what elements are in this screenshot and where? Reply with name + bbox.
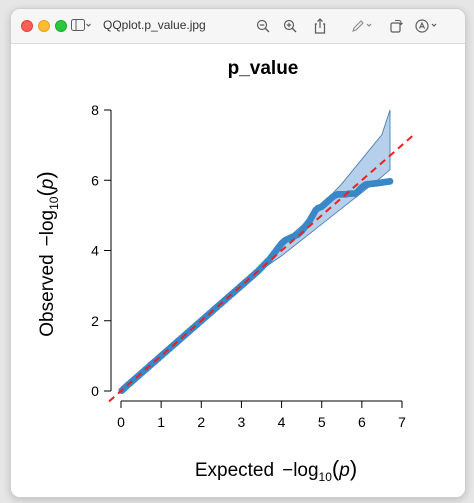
sidebar-toggle-button[interactable] [69,17,93,35]
minimize-window-button[interactable] [38,20,50,32]
y-axis-label-sub: 10 [47,196,61,210]
close-window-button[interactable] [21,20,33,32]
annotate-button[interactable] [413,17,441,35]
plot-area [108,109,415,403]
zoom-window-button[interactable] [55,20,67,32]
zoom-in-button[interactable] [281,17,299,35]
sidebar-icon [71,19,91,31]
x-tick-label: 1 [157,414,165,430]
x-axis-label-open: ( [332,456,340,481]
y-tick-label: 8 [91,102,99,118]
reference-line [108,133,415,403]
share-icon [314,18,326,34]
window-title: QQplot.p_value.jpg [103,18,206,32]
chart-title: p_value [228,58,299,79]
x-axis-label-sub: 10 [319,470,333,484]
title-bar: QQplot.p_value.jpg [11,9,465,44]
data-point [386,177,394,185]
rotate-button[interactable] [387,17,405,35]
markup-pen-icon [352,20,372,32]
x-axis-label-var: p [338,460,350,481]
y-axis-label: Observed −log10(p) [33,171,61,336]
data-points [118,177,394,394]
zoom-out-button[interactable] [254,17,272,35]
x-tick-label: 4 [278,414,286,430]
x-axis-label-log: log [293,460,318,481]
x-tick-label: 0 [117,414,125,430]
x-axis-label-close: ) [350,456,357,481]
x-tick-label: 3 [238,414,246,430]
y-axis-label-open: ( [33,189,58,197]
x-tick-label: 6 [358,414,366,430]
y-axis-label-log: log [37,210,58,235]
markup-button[interactable] [349,17,375,35]
y-axis-label-close: ) [33,171,58,178]
y-axis-label-var: p [37,179,58,191]
x-axis-label: Expected −log10(p) [195,456,357,484]
x-axis-label-minus: − [282,460,293,481]
preview-window: QQplot.p_value.jpg [10,8,466,498]
x-tick-label: 2 [197,414,205,430]
zoom-in-icon [283,19,297,33]
share-button[interactable] [311,17,329,35]
y-tick-label: 2 [91,313,99,329]
y-tick-label: 6 [91,172,99,188]
axes: 0 1 2 3 4 5 6 7 0 2 4 6 8 [91,102,406,430]
rotate-icon [390,19,403,33]
annotate-icon [415,19,437,33]
y-axis-label-minus: − [37,235,58,246]
y-tick-label: 0 [91,383,99,399]
x-axis-label-word: Expected [195,460,274,481]
x-tick-label: 5 [318,414,326,430]
x-tick-label: 7 [398,414,406,430]
zoom-out-icon [256,19,270,33]
y-axis-label-word: Observed [37,254,58,336]
y-tick-label: 4 [91,243,99,259]
